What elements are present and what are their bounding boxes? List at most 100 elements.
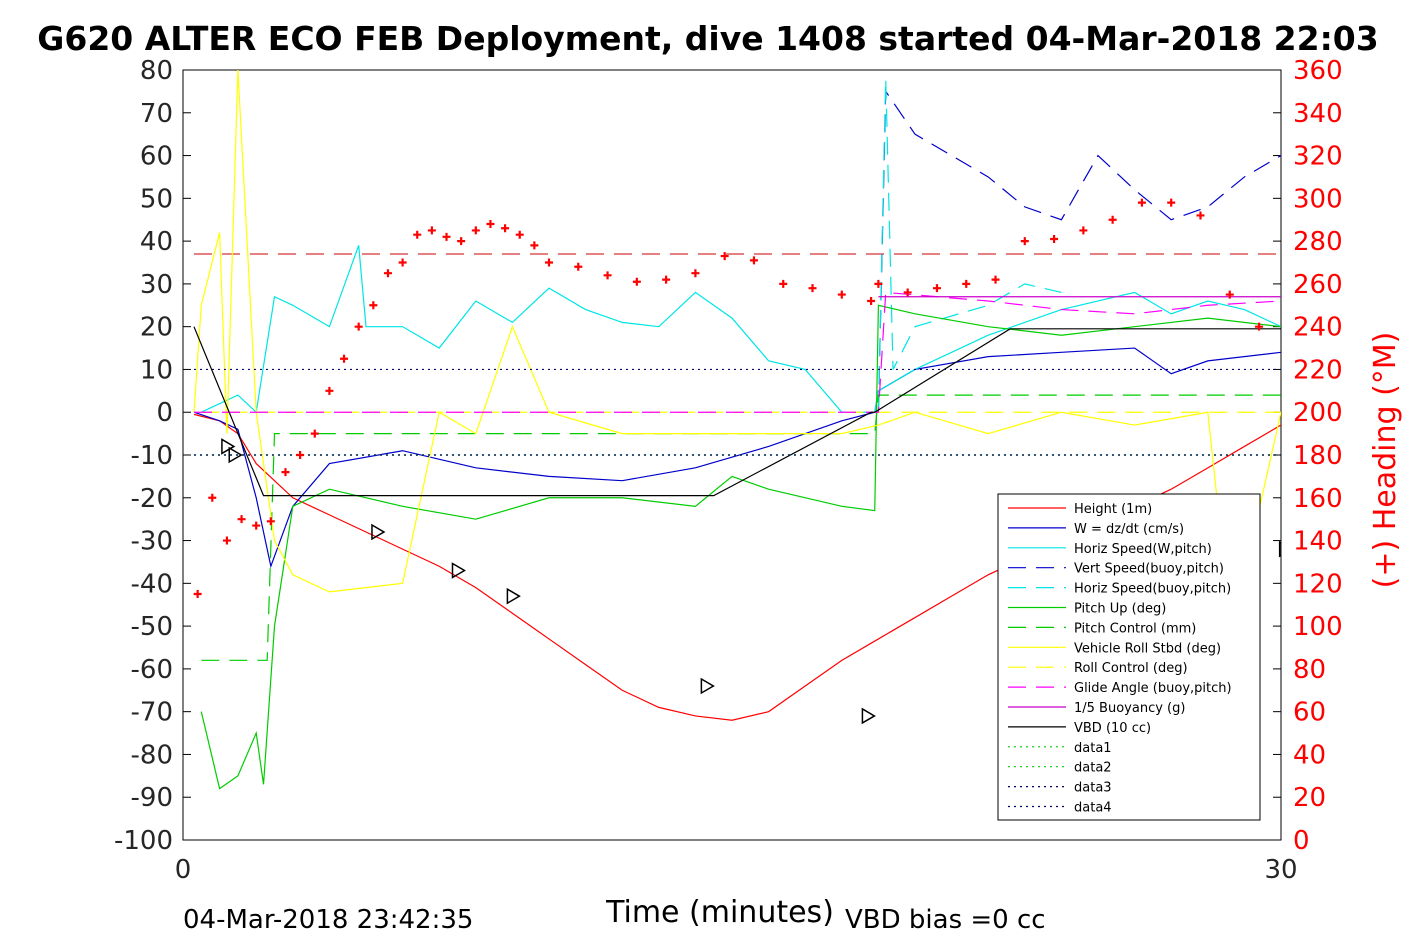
heading-marker: [193, 590, 202, 599]
legend-label: W = dz/dt (cm/s): [1074, 522, 1184, 537]
left-tick-label: 80: [140, 56, 173, 86]
depth-marker: [371, 523, 386, 541]
heading-marker: [383, 269, 392, 278]
heading-marker: [662, 275, 671, 284]
heading-marker: [903, 288, 912, 297]
left-axis: 80 70 60 50 40 30 20 10 0 -10 -20 -30 -40 -50 -60 -70 -8…: [114, 56, 191, 856]
right-tick-label: 140: [1293, 527, 1343, 557]
left-tick-label: 30: [140, 270, 173, 300]
heading-marker: [442, 232, 451, 241]
heading-marker: [1108, 215, 1117, 224]
markers-layer: [193, 198, 1409, 725]
left-tick-label: 70: [140, 99, 173, 129]
heading-marker: [1255, 322, 1264, 331]
right-tick-label: 60: [1293, 698, 1326, 728]
heading-marker: [457, 237, 466, 246]
depth-marker: [451, 562, 466, 579]
right-tick-label: 340: [1293, 99, 1343, 129]
left-tick-label: -60: [131, 655, 173, 685]
legend-label: 1/5 Buoyancy (g): [1074, 701, 1185, 716]
right-tick-label: 120: [1293, 569, 1343, 599]
left-tick-label: -10: [131, 441, 173, 471]
legend: Height (1m) W = dz/dt (cm/s) Horiz Speed(W…: [997, 493, 1261, 821]
heading-marker: [808, 284, 817, 293]
legend-label: data3: [1074, 781, 1112, 796]
heading-marker: [369, 301, 378, 310]
legend-label: Horiz Speed(buoy,pitch): [1074, 582, 1231, 597]
heading-marker: [749, 256, 758, 265]
left-tick-label: -20: [131, 484, 173, 514]
heading-marker: [1079, 226, 1088, 235]
series-line-9: [193, 291, 1281, 413]
right-tick-label: 320: [1293, 142, 1343, 172]
heading-marker: [354, 322, 363, 331]
heading-marker: [1050, 234, 1059, 243]
heading-marker: [413, 230, 422, 239]
heading-marker: [427, 226, 436, 235]
heading-marker: [266, 517, 275, 526]
heading-marker: [932, 284, 941, 293]
heading-marker: [1225, 290, 1234, 299]
heading-marker: [325, 386, 334, 395]
right-tick-label: 360: [1293, 56, 1343, 86]
left-tick-label: -30: [131, 527, 173, 557]
heading-marker: [1020, 237, 1029, 246]
heading-marker: [720, 252, 729, 261]
heading-marker: [515, 230, 524, 239]
legend-label: Vehicle Roll Stbd (deg): [1074, 641, 1221, 656]
heading-marker: [310, 429, 319, 438]
legend-label: Glide Angle (buoy,pitch): [1074, 681, 1232, 696]
depth-marker: [1278, 540, 1281, 558]
heading-marker: [1401, 231, 1409, 239]
chart-title: G620 ALTER ECO FEB Deployment, dive 1408…: [37, 19, 1378, 58]
heading-marker: [1167, 198, 1176, 207]
left-tick-label: 40: [140, 227, 173, 257]
series-line-5: [200, 304, 1281, 790]
series-line-0: [193, 413, 1281, 721]
left-tick-label: -80: [131, 740, 173, 770]
right-tick-label: 280: [1293, 227, 1343, 257]
heading-marker: [691, 269, 700, 278]
legend-label: data1: [1074, 741, 1112, 756]
left-tick-label: -90: [131, 783, 173, 813]
left-tick-label: 60: [140, 142, 173, 172]
depth-marker: [221, 438, 236, 455]
series-line-4: [877, 78, 1062, 413]
depth-marker: [506, 587, 521, 605]
heading-marker: [281, 468, 290, 477]
heading-marker: [471, 226, 480, 235]
series-line-6: [201, 394, 1281, 661]
legend-label: Vert Speed(buoy,pitch): [1074, 562, 1224, 577]
heading-marker: [398, 258, 407, 267]
left-tick-label: 10: [140, 355, 173, 385]
x-tick-label: 0: [175, 855, 192, 885]
right-tick-label: 180: [1293, 441, 1343, 471]
right-tick-label: 300: [1293, 184, 1343, 214]
left-tick-label: 20: [140, 313, 173, 343]
heading-marker: [501, 224, 510, 233]
right-tick-label: 160: [1293, 484, 1343, 514]
heading-marker: [208, 493, 217, 502]
heading-marker: [486, 220, 495, 228]
legend-label: VBD (10 cc): [1074, 721, 1151, 736]
heading-marker: [574, 262, 583, 271]
heading-marker: [1284, 333, 1292, 341]
heading-marker: [222, 536, 231, 545]
series-line-11: [193, 326, 1281, 497]
heading-marker: [296, 451, 305, 459]
x-axis: 0 30: [175, 832, 1298, 885]
heading-marker: [237, 515, 246, 524]
legend-label: Height (1m): [1074, 502, 1152, 517]
legend-label: Roll Control (deg): [1074, 661, 1188, 676]
heading-marker: [1343, 267, 1351, 275]
heading-marker: [991, 275, 1000, 284]
heading-marker: [340, 354, 349, 363]
heading-marker: [867, 297, 876, 305]
legend-label: data4: [1074, 801, 1112, 816]
right-tick-label: 100: [1293, 612, 1343, 642]
x-tick-label: 30: [1264, 855, 1297, 885]
left-tick-label: -50: [131, 612, 173, 642]
right-tick-label: 240: [1293, 313, 1343, 343]
legend-label: Horiz Speed(W,pitch): [1074, 542, 1212, 557]
heading-marker: [545, 258, 553, 267]
